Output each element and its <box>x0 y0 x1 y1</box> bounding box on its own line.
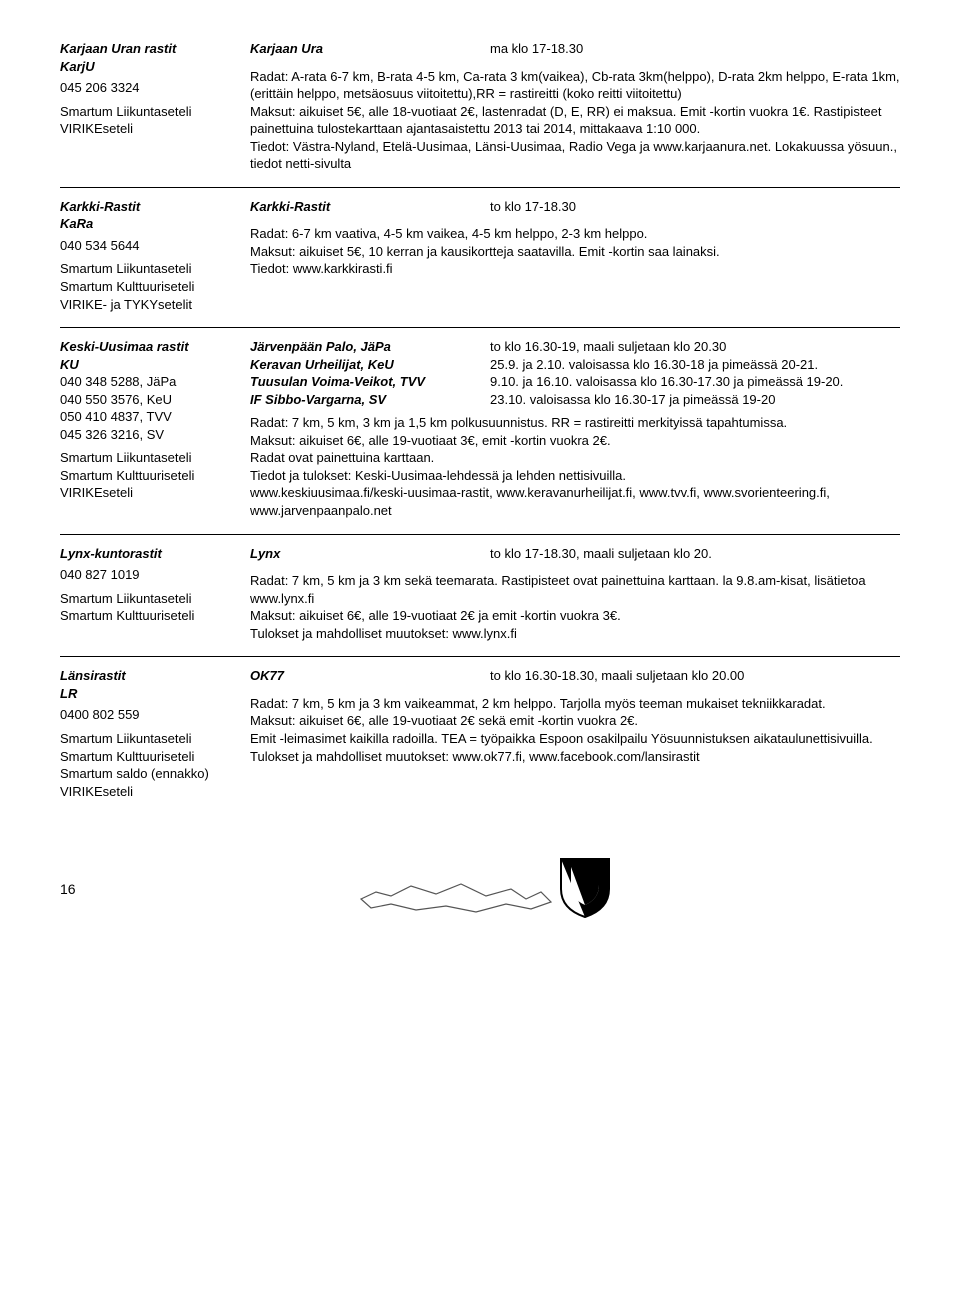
vouchers: Smartum Liikuntaseteli VIRIKEseteli <box>60 103 240 138</box>
organizer: Karjaan Ura <box>250 40 490 58</box>
event-abbr: KaRa <box>60 215 240 233</box>
time: to klo 17-18.30, maali suljetaan klo 20. <box>490 545 900 563</box>
right-col: Lynx to klo 17-18.30, maali suljetaan kl… <box>250 545 900 643</box>
time-block: to klo 16.30-19, maali suljetaan klo 20.… <box>490 338 900 408</box>
voucher: VIRIKEseteli <box>60 783 240 801</box>
head-row: Karjaan Ura ma klo 17-18.30 <box>250 40 900 58</box>
vouchers: Smartum Liikuntaseteli Smartum Kulttuuri… <box>60 590 240 625</box>
entry: Karjaan Uran rastit KarjU 045 206 3324 S… <box>60 30 900 188</box>
shield-icon <box>561 859 609 917</box>
description: Radat: A-rata 6-7 km, B-rata 4-5 km, Ca-… <box>250 68 900 173</box>
voucher: Smartum Liikuntaseteli <box>60 260 240 278</box>
right-col: Järvenpään Palo, JäPa Keravan Urheilijat… <box>250 338 900 519</box>
vouchers: Smartum Liikuntaseteli Smartum Kulttuuri… <box>60 449 240 502</box>
voucher: Smartum Liikuntaseteli <box>60 590 240 608</box>
event-abbr: KarjU <box>60 58 240 76</box>
description: Radat: 6-7 km vaativa, 4-5 km vaikea, 4-… <box>250 225 900 278</box>
time: ma klo 17-18.30 <box>490 40 900 58</box>
voucher: Smartum Kulttuuriseteli <box>60 748 240 766</box>
head-row: Karkki-Rastit to klo 17-18.30 <box>250 198 900 216</box>
event-abbr: LR <box>60 685 240 703</box>
description: Radat: 7 km, 5 km, 3 km ja 1,5 km polkus… <box>250 414 900 519</box>
vouchers: Smartum Liikuntaseteli Smartum Kulttuuri… <box>60 260 240 313</box>
map-outline-icon <box>361 884 551 912</box>
organizer: Karkki-Rastit <box>250 198 490 216</box>
organizer: OK77 <box>250 667 490 685</box>
description: Radat: 7 km, 5 km ja 3 km vaikeammat, 2 … <box>250 695 900 765</box>
voucher: Smartum Liikuntaseteli <box>60 730 240 748</box>
left-col: Karjaan Uran rastit KarjU 045 206 3324 S… <box>60 40 250 173</box>
left-col: Lynx-kuntorastit 040 827 1019 Smartum Li… <box>60 545 250 643</box>
head-row: Lynx to klo 17-18.30, maali suljetaan kl… <box>250 545 900 563</box>
phone: 045 326 3216, SV <box>60 426 240 444</box>
entry: Keski-Uusimaa rastit KU 040 348 5288, Jä… <box>60 328 900 534</box>
voucher: Smartum Kulttuuriseteli <box>60 607 240 625</box>
voucher: VIRIKE- ja TYKYsetelit <box>60 296 240 314</box>
voucher: VIRIKEseteli <box>60 120 240 138</box>
time: to klo 16.30-18.30, maali suljetaan klo … <box>490 667 900 685</box>
organizer: Tuusulan Voima-Veikot, TVV <box>250 373 490 391</box>
voucher: VIRIKEseteli <box>60 484 240 502</box>
phone: 040 827 1019 <box>60 566 240 584</box>
footer-graphic <box>356 854 616 924</box>
entry: Länsirastit LR 0400 802 559 Smartum Liik… <box>60 657 900 814</box>
page-number: 16 <box>60 880 76 899</box>
organizer: IF Sibbo-Vargarna, SV <box>250 391 490 409</box>
phone: 040 534 5644 <box>60 237 240 255</box>
event-name: Keski-Uusimaa rastit <box>60 338 240 356</box>
left-col: Keski-Uusimaa rastit KU 040 348 5288, Jä… <box>60 338 250 519</box>
organizers: Järvenpään Palo, JäPa Keravan Urheilijat… <box>250 338 490 408</box>
left-col: Karkki-Rastit KaRa 040 534 5644 Smartum … <box>60 198 250 313</box>
phone: 045 206 3324 <box>60 79 240 97</box>
voucher: Smartum Liikuntaseteli <box>60 103 240 121</box>
voucher: Smartum Liikuntaseteli <box>60 449 240 467</box>
phone: 050 410 4837, TVV <box>60 408 240 426</box>
organizer: Keravan Urheilijat, KeU <box>250 356 490 374</box>
footer: 16 <box>60 854 900 924</box>
voucher: Smartum Kulttuuriseteli <box>60 467 240 485</box>
phone: 040 550 3576, KeU <box>60 391 240 409</box>
event-name: Länsirastit <box>60 667 240 685</box>
voucher: Smartum saldo (ennakko) <box>60 765 240 783</box>
entry: Lynx-kuntorastit 040 827 1019 Smartum Li… <box>60 535 900 658</box>
vouchers: Smartum Liikuntaseteli Smartum Kulttuuri… <box>60 730 240 800</box>
event-name: Karkki-Rastit <box>60 198 240 216</box>
phone: 0400 802 559 <box>60 706 240 724</box>
right-col: Karkki-Rastit to klo 17-18.30 Radat: 6-7… <box>250 198 900 313</box>
head-row: Järvenpään Palo, JäPa Keravan Urheilijat… <box>250 338 900 408</box>
organizer: Järvenpään Palo, JäPa <box>250 338 490 356</box>
event-name: Karjaan Uran rastit <box>60 40 240 58</box>
voucher: Smartum Kulttuuriseteli <box>60 278 240 296</box>
phone: 040 348 5288, JäPa <box>60 373 240 391</box>
entry: Karkki-Rastit KaRa 040 534 5644 Smartum … <box>60 188 900 328</box>
description: Radat: 7 km, 5 km ja 3 km sekä teemarata… <box>250 572 900 642</box>
head-row: OK77 to klo 16.30-18.30, maali suljetaan… <box>250 667 900 685</box>
organizer: Lynx <box>250 545 490 563</box>
left-col: Länsirastit LR 0400 802 559 Smartum Liik… <box>60 667 250 800</box>
event-name: Lynx-kuntorastit <box>60 545 240 563</box>
right-col: OK77 to klo 16.30-18.30, maali suljetaan… <box>250 667 900 800</box>
event-abbr: KU <box>60 356 240 374</box>
right-col: Karjaan Ura ma klo 17-18.30 Radat: A-rat… <box>250 40 900 173</box>
time: to klo 17-18.30 <box>490 198 900 216</box>
